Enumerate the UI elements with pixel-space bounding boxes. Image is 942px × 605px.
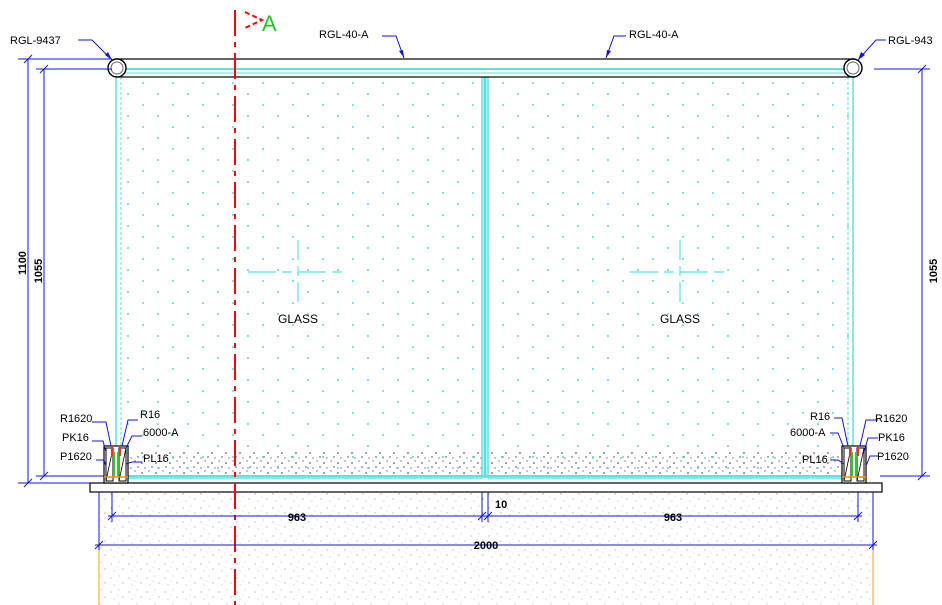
callout-top-left-end: RGL-9437 [10,35,112,60]
label-right-pk16: PK16 [878,432,905,444]
glass-label-right: GLASS [660,312,700,326]
svg-text:RGL-40-A: RGL-40-A [629,29,679,41]
base-profile-left [104,446,128,483]
dim-panel-width-right-text: 963 [664,512,682,524]
label-left-r16: R16 [140,409,160,421]
section-letter: A [262,11,277,36]
label-left-r1620: R1620 [60,413,92,425]
glass-panel-right [488,70,853,478]
svg-text:RGL-9437: RGL-9437 [10,35,61,47]
floor-plate [90,483,882,492]
label-right-profile: 6000-A [790,427,826,439]
dim-glass-height-right-text: 1055 [928,259,940,283]
label-right-pl16: PL16 [802,454,828,466]
dim-panel-width-left-text: 963 [288,512,306,524]
label-left-profile: 6000-A [143,427,179,439]
dim-glass-height-left-text: 1055 [33,259,45,283]
label-right-p1620: P1620 [877,451,909,463]
callout-top-rail-left: RGL-40-A [319,29,404,58]
svg-text:RGL-40-A: RGL-40-A [319,29,369,41]
label-left-pl16: PL16 [143,453,169,465]
dim-gap-text: 10 [495,499,507,511]
glass-panel-left [116,70,482,478]
label-left-pk16: PK16 [62,432,89,444]
label-right-r1620: R1620 [875,413,907,425]
dim-total-width-text: 2000 [474,540,498,552]
glass-label-left: GLASS [278,312,318,326]
label-right-r16: R16 [810,411,830,423]
section-arrow [245,12,262,28]
callout-top-right-end: RGL-943 [858,35,933,60]
svg-text:RGL-943: RGL-943 [888,35,933,47]
base-profile-right [842,446,866,483]
label-left-p1620: P1620 [60,451,92,463]
dim-overall-height-text: 1100 [17,251,29,275]
callout-top-rail-right: RGL-40-A [606,29,679,58]
